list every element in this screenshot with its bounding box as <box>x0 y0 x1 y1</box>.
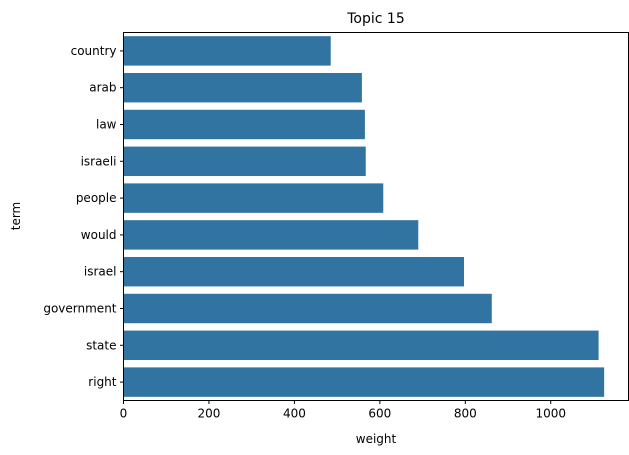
y-tick-label: arab <box>89 81 116 95</box>
y-tick-label: law <box>96 118 117 132</box>
x-tick-label: 400 <box>283 407 306 421</box>
bar-arab <box>123 72 362 103</box>
x-tick-label: 200 <box>197 407 220 421</box>
x-tick-label: 600 <box>368 407 391 421</box>
y-tick-label: israel <box>84 265 117 279</box>
bars-group <box>123 36 605 397</box>
y-tick-label: right <box>88 375 116 389</box>
x-axis-label: weight <box>356 432 397 446</box>
bar-israel <box>123 256 465 287</box>
x-tick-label: 1000 <box>535 407 566 421</box>
bar-country <box>123 36 331 66</box>
bar-law <box>123 109 365 140</box>
y-tick-label: would <box>81 228 117 242</box>
bar-people <box>123 183 384 213</box>
y-tick-label: state <box>86 338 116 352</box>
x-tick-label: 0 <box>120 407 128 421</box>
bar-government <box>123 293 492 324</box>
bar-would <box>123 220 419 250</box>
y-axis-label: term <box>9 202 23 231</box>
x-axis-ticks: 0 200 400 600 800 1000 <box>120 400 566 421</box>
bar-state <box>123 330 599 361</box>
bar-right <box>123 367 605 397</box>
x-tick-label: 800 <box>454 407 477 421</box>
y-axis-ticks: country arab law israeli people would israel go… <box>43 44 124 389</box>
chart-title: Topic 15 <box>346 11 404 27</box>
y-tick-label: people <box>76 191 117 205</box>
y-tick-label: israeli <box>81 154 117 168</box>
y-tick-label: country <box>71 44 117 58</box>
bar-israeli <box>123 146 366 177</box>
y-tick-label: government <box>43 302 116 316</box>
